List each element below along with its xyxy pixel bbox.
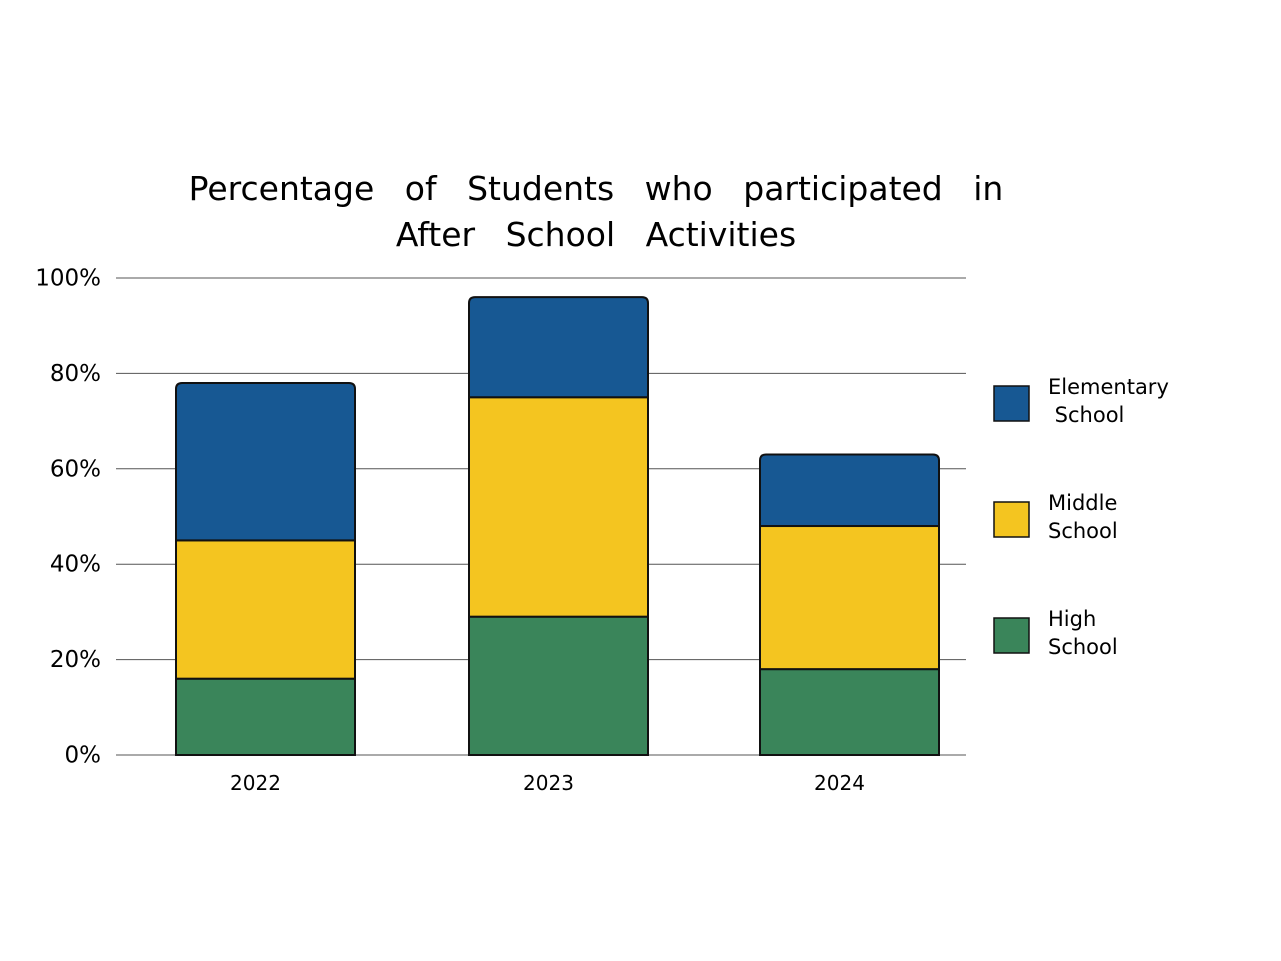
chart-title-line-1: Percentage of Students who participated … <box>189 169 1004 208</box>
y-tick-label: 60% <box>50 456 101 482</box>
legend-label-middle-school: Middle <box>1048 491 1117 515</box>
bars <box>175 296 940 757</box>
legend-label-elementary-school: School <box>1048 403 1124 427</box>
bar-2024-middle-school <box>759 525 940 671</box>
bar-2023-high-school <box>468 615 649 756</box>
legend-label-elementary-school: Elementary <box>1048 375 1169 399</box>
x-tick-label: 2022 <box>230 771 281 795</box>
legend-swatch-middle-school <box>993 501 1030 538</box>
legend-swatch-high-school <box>993 617 1030 654</box>
chart-title-line-2: After School Activities <box>396 215 796 254</box>
y-tick-label: 80% <box>50 361 101 387</box>
legend-label-high-school: High <box>1048 607 1096 631</box>
legend: High School Middle School Elementary School <box>993 375 1169 659</box>
legend-swatch-elementary-school <box>993 385 1030 422</box>
y-tick-label: 40% <box>50 552 101 578</box>
bar-2022-middle-school <box>175 539 356 680</box>
x-tick-label: 2024 <box>814 771 865 795</box>
bar-2022-high-school <box>175 677 356 756</box>
bar-2023-middle-school <box>468 396 649 618</box>
legend-label-middle-school: School <box>1048 519 1118 543</box>
bar-2024-high-school <box>759 668 940 757</box>
x-axis-ticks: 2022 2023 2024 <box>230 771 865 795</box>
y-tick-label: 100% <box>35 266 101 292</box>
bar-2022-elementary-school <box>175 381 356 542</box>
bar-2023-elementary-school <box>468 296 649 399</box>
y-tick-label: 0% <box>65 743 102 769</box>
legend-label-high-school: School <box>1048 635 1118 659</box>
y-axis-ticks: 0% 20% 40% 60% 80% 100% <box>35 266 101 769</box>
bar-2024-elementary-school <box>759 453 940 528</box>
x-tick-label: 2023 <box>523 771 574 795</box>
y-tick-label: 20% <box>50 647 101 673</box>
